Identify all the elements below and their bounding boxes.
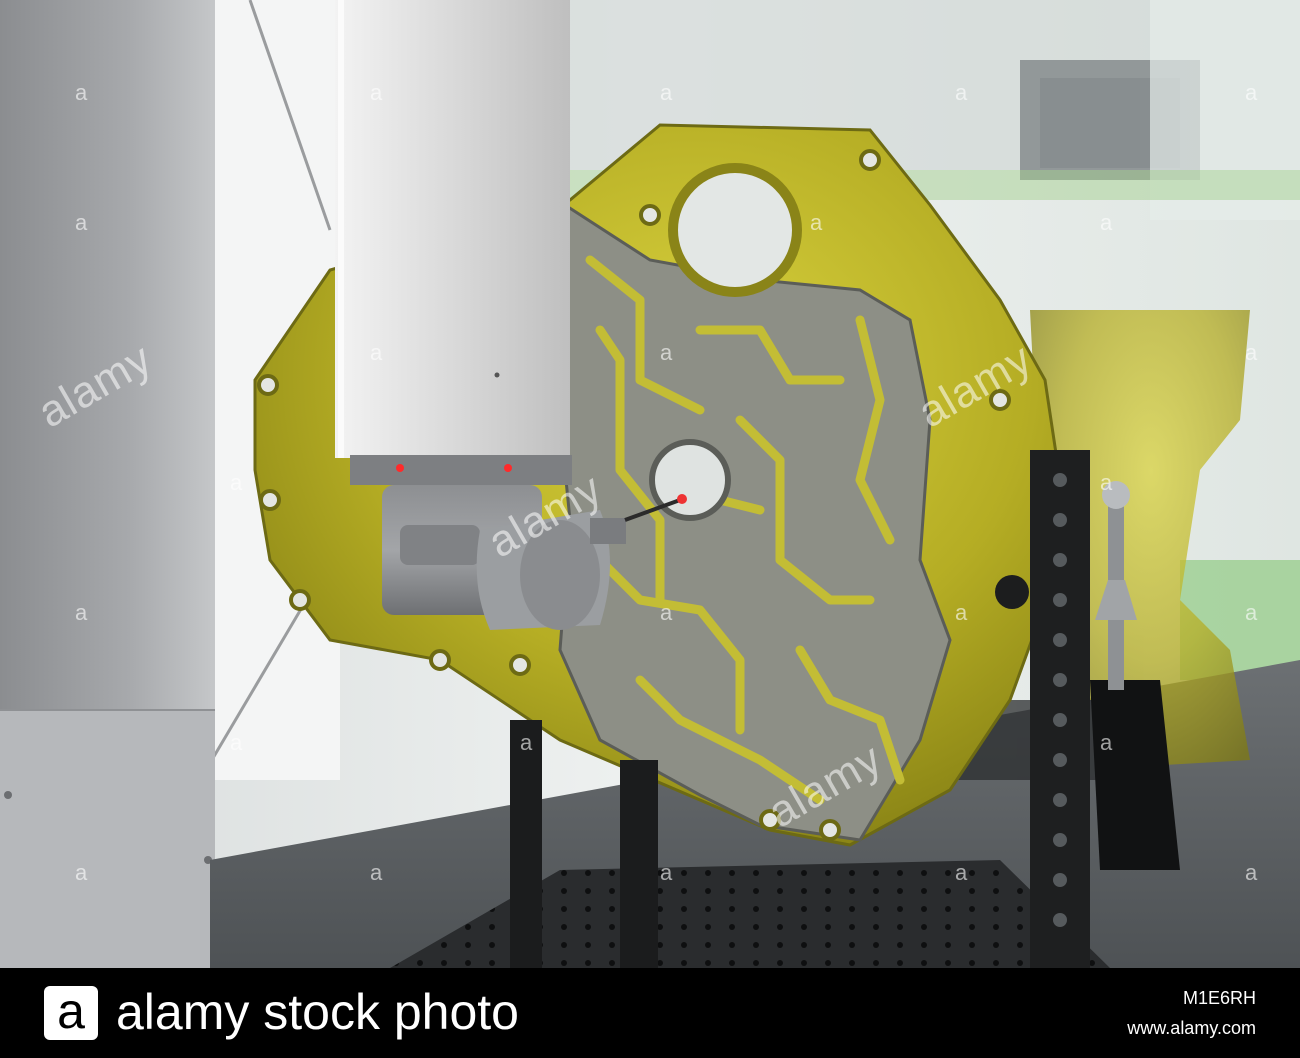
stock-photo-footer: a alamy stock photo M1E6RH www.alamy.com [0, 968, 1300, 1058]
image-id: M1E6RH [1182, 988, 1256, 1008]
cmm-photo: alamy alamy alamy alamy a a a a a a a a … [0, 0, 1300, 968]
logo-letter: a [57, 983, 85, 1039]
photo-illustration [0, 0, 1300, 968]
brand-text: alamy stock photo [116, 984, 519, 1040]
alamy-a-logo-icon: a [44, 986, 98, 1040]
site-url: www.alamy.com [1127, 1018, 1256, 1038]
